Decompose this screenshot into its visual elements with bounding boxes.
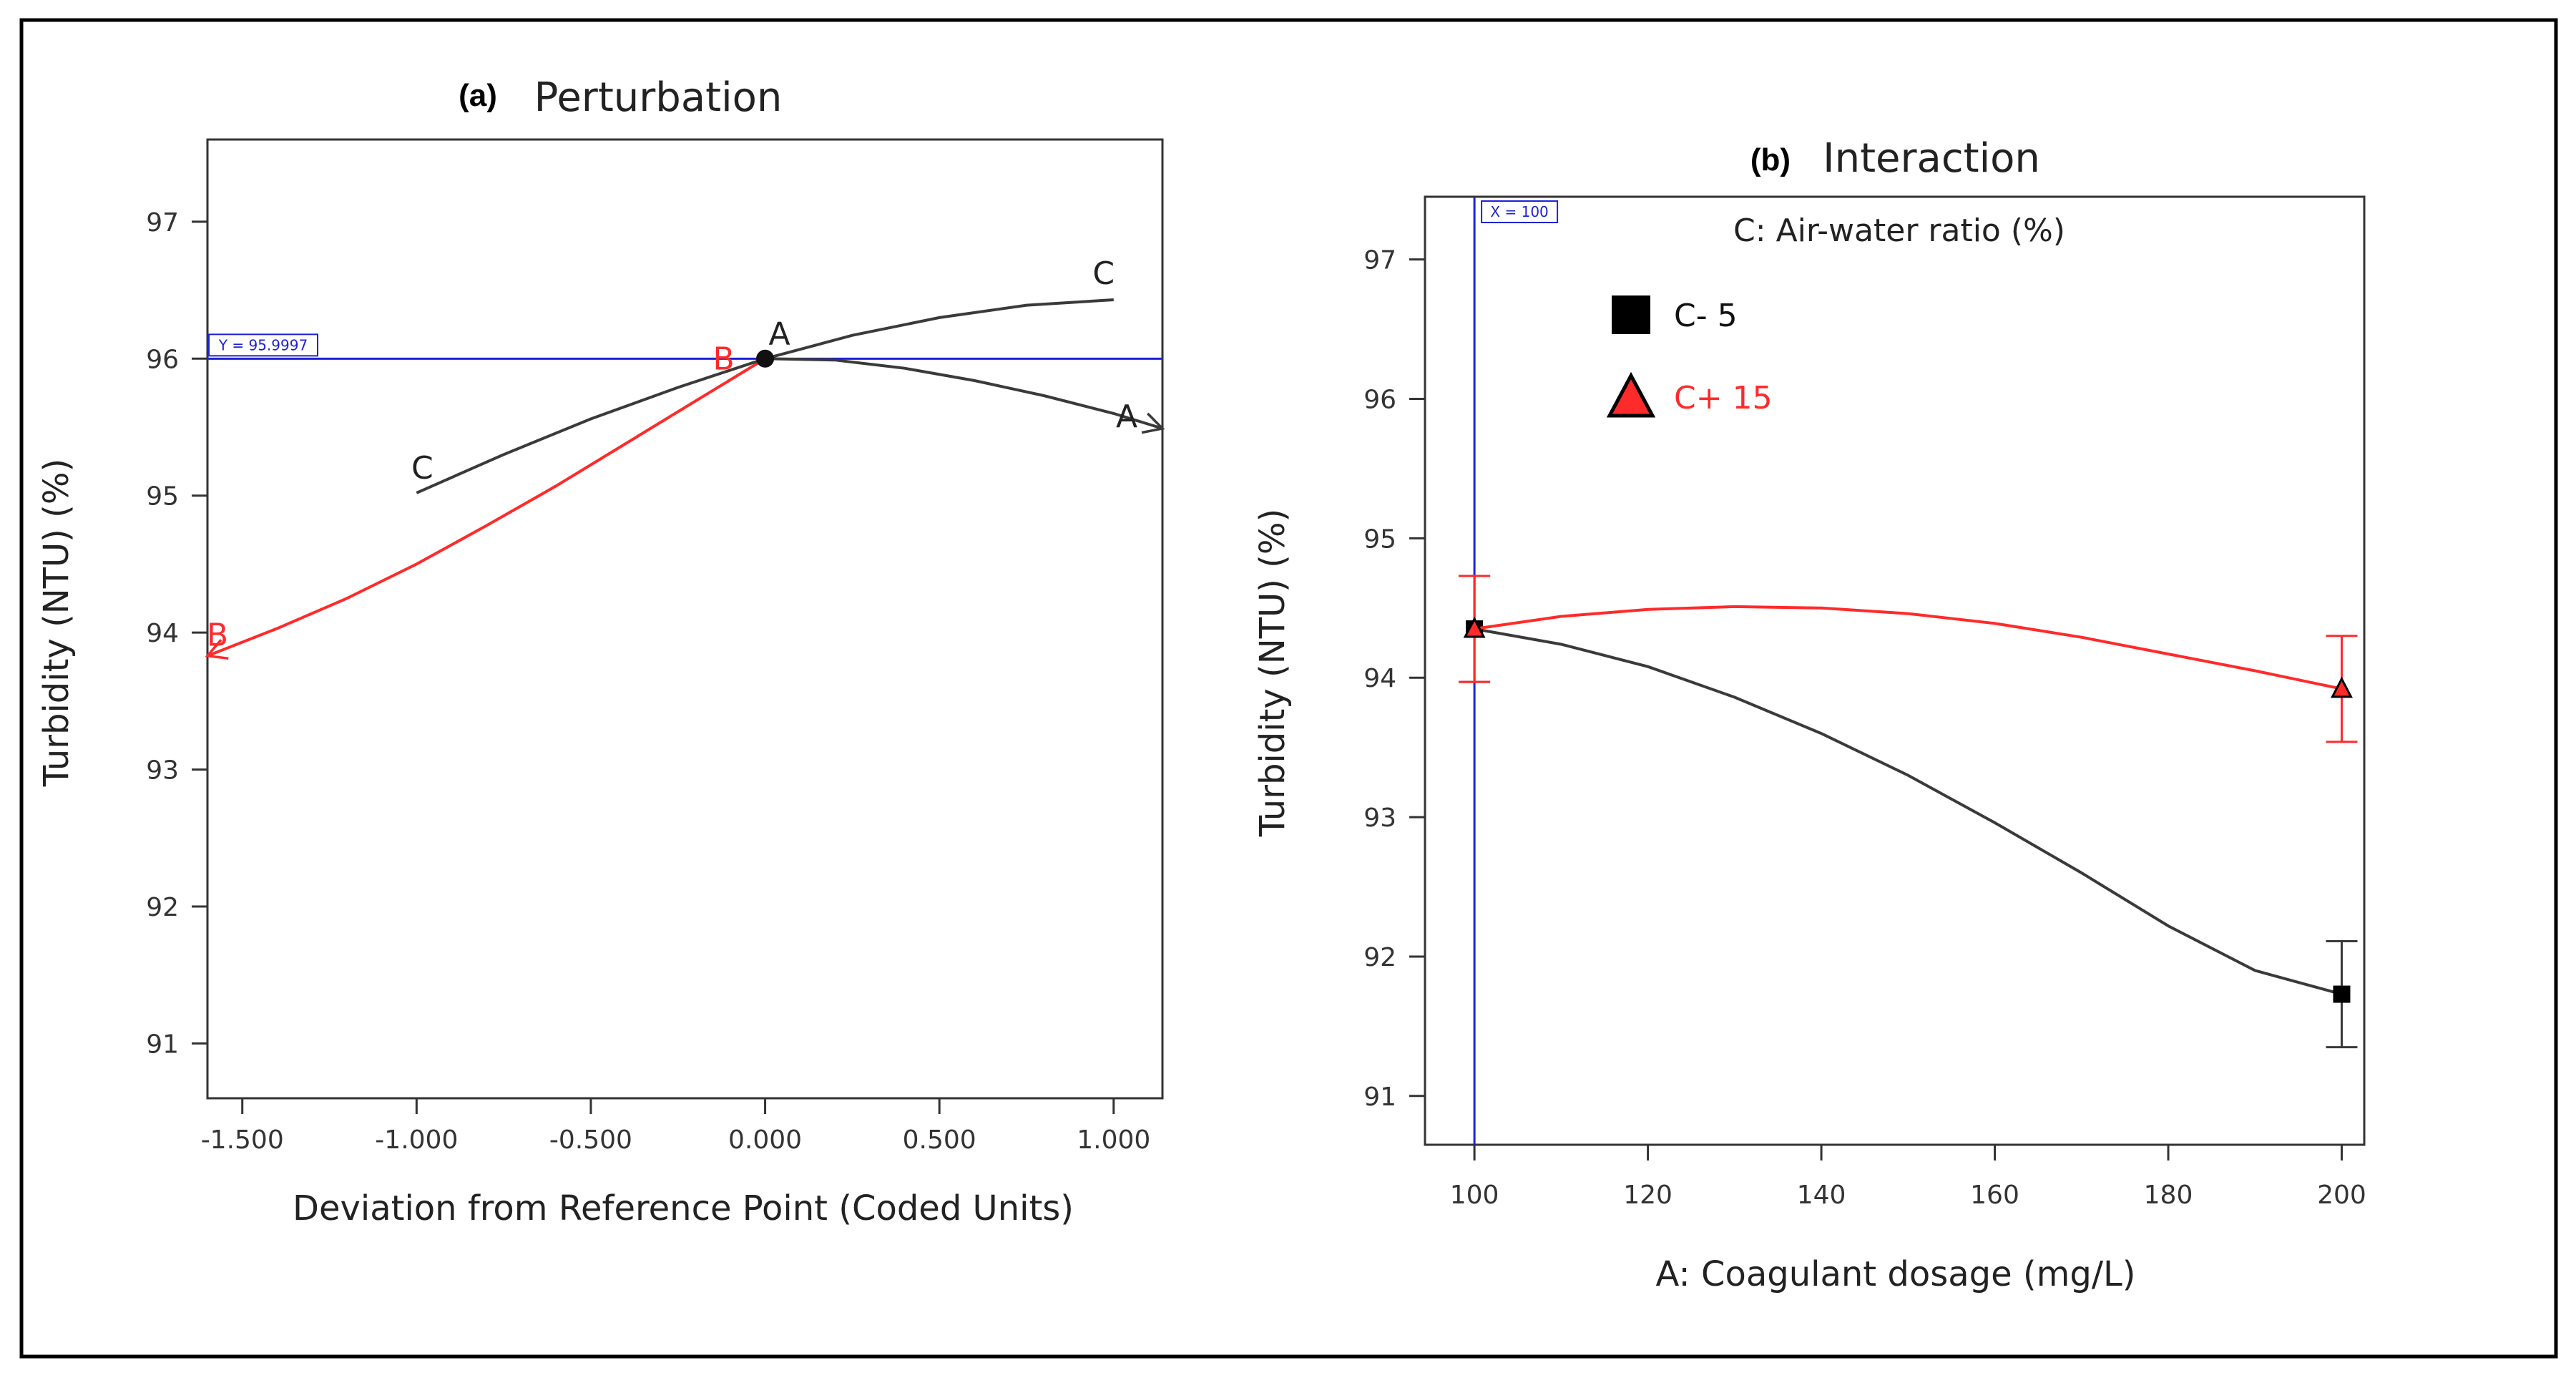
curve-label-b-end: B (712, 341, 734, 377)
figure-border (19, 18, 2558, 1359)
panel-a-xlabel: Deviation from Reference Point (Coded Un… (293, 1188, 1074, 1228)
panel-a-tag: (a) (459, 78, 497, 113)
panel-b-ylabel: Turbidity (NTU) (%) (1253, 509, 1293, 837)
x-tick-label: 200 (2317, 1181, 2366, 1210)
x-tick-label: 1.000 (1077, 1125, 1150, 1155)
panel-b-title: Interaction (1823, 135, 2040, 182)
curve-b (207, 357, 766, 658)
y-tick-label: 94 (146, 619, 179, 648)
x-tick-label: -1.000 (375, 1125, 458, 1155)
curve-label-c-end: C (1092, 255, 1115, 292)
legend-title: C: Air-water ratio (%) (1733, 212, 2065, 249)
x-tick-label: 180 (2144, 1181, 2193, 1210)
y-tick-label: 93 (1363, 803, 1396, 833)
panel-a-ylabel: Turbidity (NTU) (%) (36, 459, 77, 787)
x-tick-label: 160 (1970, 1181, 2019, 1210)
legend-label-c-minus: C- 5 (1674, 298, 1738, 334)
y-tick-label: 96 (1363, 386, 1396, 415)
panel-a-reference: Y = 95.9997 (207, 333, 1162, 360)
data-point-triangle (1463, 616, 1486, 638)
x-tick-label: 100 (1450, 1181, 1499, 1210)
y-tick-label: 93 (146, 756, 179, 786)
panel-b-x-ticks: 100 120 140 160 180 200 (1450, 1145, 2366, 1210)
legend-label-c-plus: C+ 15 (1674, 380, 1773, 416)
reference-label-box (1481, 200, 1559, 223)
y-tick-label: 97 (146, 208, 179, 238)
y-tick-label: 95 (146, 482, 179, 512)
data-point-triangle (2331, 676, 2353, 698)
panel-a-y-ticks: 91 92 93 94 95 96 97 (146, 208, 207, 1059)
fitted-curve (1474, 627, 2343, 996)
interaction-panel: (b) Interaction C: Air-water ratio (%) C… (1253, 135, 2366, 1294)
series-a (765, 357, 1165, 434)
x-tick-label: 0.500 (903, 1125, 976, 1155)
x-tick-label: 0.000 (728, 1125, 802, 1155)
data-point-square (2333, 985, 2351, 1003)
panel-b-xlabel: A: Coagulant dosage (mg/L) (1656, 1254, 2136, 1294)
x-tick-label: -0.500 (549, 1125, 632, 1155)
x-tick-label: -1.500 (201, 1125, 284, 1155)
reference-point (756, 349, 775, 368)
panel-b-tag: (b) (1750, 142, 1791, 177)
y-tick-label: 96 (146, 345, 179, 374)
y-tick-label: 94 (1363, 664, 1396, 693)
curve-label-b-start: B (207, 617, 228, 654)
arrow-head (1141, 412, 1165, 434)
legend-marker-triangle (1606, 371, 1656, 418)
y-tick-label: 92 (1363, 943, 1396, 972)
reference-label: Y = 95.9997 (218, 336, 308, 353)
panel-a-x-ticks: -1.500 -1.000 -0.500 0.000 0.500 1.000 (201, 1098, 1150, 1155)
interaction-plot-area (1424, 195, 2366, 1146)
panel-b-y-ticks: 91 92 93 94 95 96 97 (1363, 246, 1425, 1112)
legend-marker-square (1612, 295, 1650, 334)
x-tick-label: 140 (1797, 1181, 1846, 1210)
y-tick-label: 92 (146, 893, 179, 922)
curve-label-a-start: A (769, 316, 790, 352)
y-tick-label: 91 (1363, 1083, 1396, 1112)
perturbation-panel: (a) Perturbation Deviation from Referenc… (36, 74, 1165, 1228)
y-tick-label: 95 (1363, 524, 1396, 554)
series-c-plus (1459, 575, 2358, 743)
panel-b-series (1459, 575, 2358, 1049)
reference-label: X = 100 (1490, 203, 1548, 220)
reference-label-box (208, 333, 318, 357)
legend: C- 5 C+ 15 (1606, 295, 1773, 418)
y-tick-label: 91 (146, 1030, 179, 1059)
series-b (205, 357, 766, 660)
y-tick-label: 97 (1363, 246, 1396, 275)
fitted-curve (1474, 605, 2342, 690)
curve-label-a-end: A (1116, 399, 1137, 435)
curve-a (765, 357, 1163, 430)
panel-a-title: Perturbation (534, 74, 783, 121)
curve-label-c-start: C (411, 450, 434, 487)
x-tick-label: 120 (1623, 1181, 1673, 1210)
perturbation-plot-area (206, 138, 1164, 1100)
arrow-head (205, 639, 229, 660)
